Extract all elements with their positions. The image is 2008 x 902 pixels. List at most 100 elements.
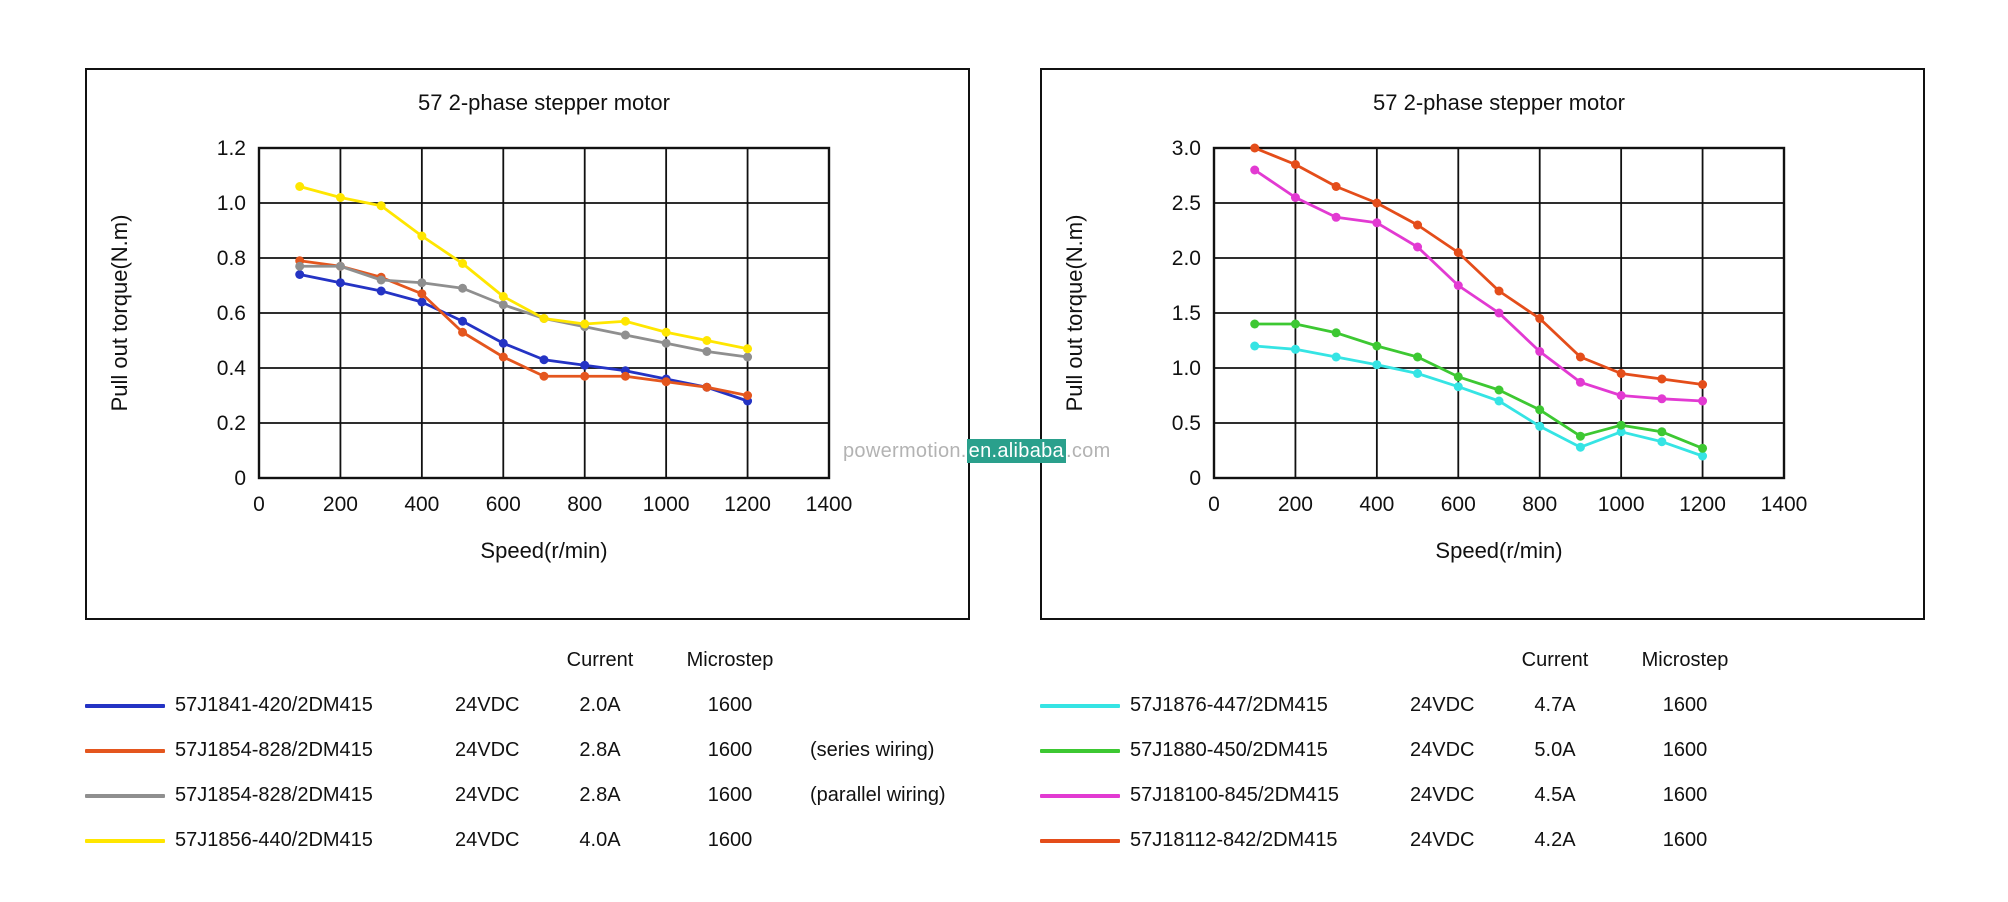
data-point — [1372, 198, 1382, 208]
series-line-1 — [298, 259, 749, 397]
watermark: powermotion. en.alibaba .com — [843, 439, 1111, 463]
data-point — [1616, 369, 1626, 378]
data-point — [335, 261, 345, 271]
series-line-0 — [298, 273, 749, 403]
legend-model: 57J1876-447/2DM415 — [1130, 694, 1328, 716]
data-point — [580, 319, 590, 329]
legend-model: 57J18112-842/2DM415 — [1130, 829, 1338, 851]
y-tick-label: 1.0 — [1172, 357, 1201, 380]
y-tick-label: 1.0 — [217, 192, 246, 215]
legend-current: 2.8A — [579, 739, 621, 761]
x-tick-label: 0 — [253, 493, 265, 516]
data-point — [417, 278, 427, 288]
data-point — [1453, 281, 1463, 290]
data-point — [498, 352, 508, 362]
data-point — [661, 377, 671, 387]
data-point — [376, 275, 386, 285]
x-tick-label: 400 — [1359, 493, 1394, 516]
data-point — [661, 338, 671, 348]
legend-microstep: 1600 — [1662, 784, 1708, 806]
legend-color-line — [85, 838, 165, 843]
y-tick-label: 0.5 — [1172, 412, 1201, 435]
legend-swatch-cell — [85, 793, 175, 798]
legend-swatch-cell — [1040, 793, 1130, 798]
legend-microstep: 1600 — [707, 784, 753, 806]
data-point — [702, 382, 712, 392]
legend-left: Current Microstep 57J1841-420/2DM415 24VDC 2… — [85, 638, 1015, 863]
watermark-prefix: powermotion. — [843, 440, 967, 462]
data-point — [1575, 352, 1585, 362]
data-point — [1331, 212, 1341, 222]
legend-color-line — [85, 793, 165, 798]
data-point — [1698, 396, 1708, 406]
data-point — [661, 327, 671, 337]
legend-swatch-cell — [1040, 703, 1130, 708]
y-tick-label: 0.2 — [217, 412, 246, 435]
legend-color-line — [85, 703, 165, 708]
plot-border — [1212, 146, 1786, 480]
data-point — [620, 316, 630, 326]
data-point — [1250, 341, 1260, 351]
data-point — [702, 347, 712, 356]
series-line-2 — [298, 264, 749, 359]
data-point — [498, 292, 508, 301]
data-point — [1372, 360, 1382, 370]
data-point — [1494, 308, 1504, 318]
data-point — [620, 371, 630, 381]
series-line-1 — [1253, 322, 1704, 450]
legend-header-current: Current — [566, 649, 634, 671]
data-point — [620, 330, 630, 340]
data-point — [1698, 380, 1708, 389]
data-point — [498, 338, 508, 348]
legend-voltage: 24VDC — [1410, 694, 1475, 716]
legend-model: 57J1880-450/2DM415 — [1130, 739, 1328, 761]
data-point — [1657, 437, 1667, 447]
y-tick-label: 1.5 — [1172, 302, 1201, 325]
x-tick-label: 200 — [1278, 493, 1313, 516]
watermark-highlight: en.alibaba — [966, 439, 1066, 463]
x-tick-label: 0 — [1208, 493, 1220, 516]
torque-speed-chart-left: 0 200 400 600 800 1000 1200 1400 0 0.2 0.4 0.6 0.8 1.… — [107, 90, 852, 563]
chart-panel-left: 0 200 400 600 800 1000 1200 1400 0 0.2 0.4 0.6 0.8 1.… — [85, 68, 970, 620]
data-point — [1657, 427, 1667, 437]
legend-header-current: Current — [1521, 649, 1589, 671]
legend-microstep: 1600 — [707, 694, 753, 716]
data-point — [458, 327, 468, 337]
legend-swatch-cell — [1040, 838, 1130, 843]
data-point — [1331, 328, 1341, 338]
legend-note: (parallel wiring) — [810, 784, 946, 806]
data-point — [1535, 421, 1545, 431]
series-line-2 — [1253, 168, 1704, 403]
legend-swatch-cell — [85, 748, 175, 753]
legend-microstep: 1600 — [707, 829, 753, 851]
data-point — [1413, 220, 1423, 230]
data-point — [1494, 396, 1504, 406]
data-point — [1453, 248, 1463, 257]
data-point — [1616, 420, 1626, 430]
data-point — [295, 270, 305, 279]
data-point — [1290, 344, 1300, 354]
legend-voltage: 24VDC — [1410, 829, 1475, 851]
legend-header-microstep: Microstep — [1641, 649, 1729, 671]
legend-current: 2.0A — [579, 694, 621, 716]
data-point — [458, 283, 468, 293]
legend-microstep: 1600 — [707, 739, 753, 761]
data-point — [1494, 385, 1504, 395]
y-tick-label: 0.4 — [217, 357, 247, 380]
torque-speed-chart-right: 0 200 400 600 800 1000 1200 1400 0 0.5 1.0 1.5 2.0 2.… — [1062, 90, 1807, 563]
data-point — [1575, 377, 1585, 387]
data-point — [417, 289, 427, 299]
x-tick-label: 800 — [1522, 493, 1557, 516]
data-point — [458, 259, 468, 268]
y-tick-label: 2.5 — [1172, 192, 1201, 215]
legend-color-line — [1040, 838, 1120, 843]
data-point — [580, 360, 590, 370]
data-point — [458, 316, 468, 326]
data-point — [1413, 352, 1423, 362]
series-line-0 — [1253, 344, 1704, 458]
legend-current: 5.0A — [1534, 739, 1576, 761]
x-axis-label: Speed(r/min) — [1435, 538, 1562, 563]
data-point — [1413, 242, 1423, 252]
legend-current: 4.0A — [579, 829, 621, 851]
legend-color-line — [1040, 703, 1120, 708]
